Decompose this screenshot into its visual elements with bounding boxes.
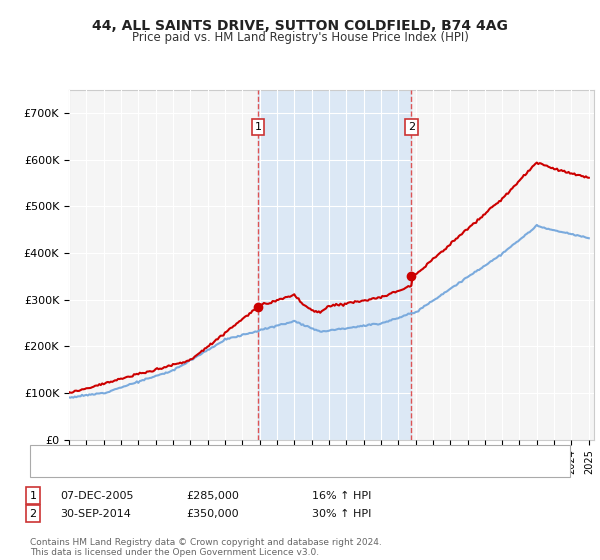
Bar: [258, 90, 411, 440]
Text: 30% ↑ HPI: 30% ↑ HPI: [312, 508, 371, 519]
Text: 16% ↑ HPI: 16% ↑ HPI: [312, 491, 371, 501]
Text: ——: ——: [45, 447, 70, 460]
Text: 1: 1: [29, 491, 37, 501]
Text: Contains HM Land Registry data © Crown copyright and database right 2024.
This d: Contains HM Land Registry data © Crown c…: [30, 538, 382, 557]
Text: 44, ALL SAINTS DRIVE, SUTTON COLDFIELD, B74 4AG: 44, ALL SAINTS DRIVE, SUTTON COLDFIELD, …: [92, 19, 508, 33]
Text: £350,000: £350,000: [186, 508, 239, 519]
Text: Price paid vs. HM Land Registry's House Price Index (HPI): Price paid vs. HM Land Registry's House …: [131, 31, 469, 44]
Text: HPI: Average price, detached house, Birmingham: HPI: Average price, detached house, Birm…: [75, 463, 332, 473]
Text: 2: 2: [29, 508, 37, 519]
Text: 30-SEP-2014: 30-SEP-2014: [60, 508, 131, 519]
Text: ——: ——: [45, 461, 70, 474]
Text: £285,000: £285,000: [186, 491, 239, 501]
Text: 07-DEC-2005: 07-DEC-2005: [60, 491, 133, 501]
Text: 44, ALL SAINTS DRIVE, SUTTON COLDFIELD, B74 4AG (detached house): 44, ALL SAINTS DRIVE, SUTTON COLDFIELD, …: [75, 449, 447, 459]
Text: 1: 1: [255, 122, 262, 132]
Text: 2: 2: [407, 122, 415, 132]
